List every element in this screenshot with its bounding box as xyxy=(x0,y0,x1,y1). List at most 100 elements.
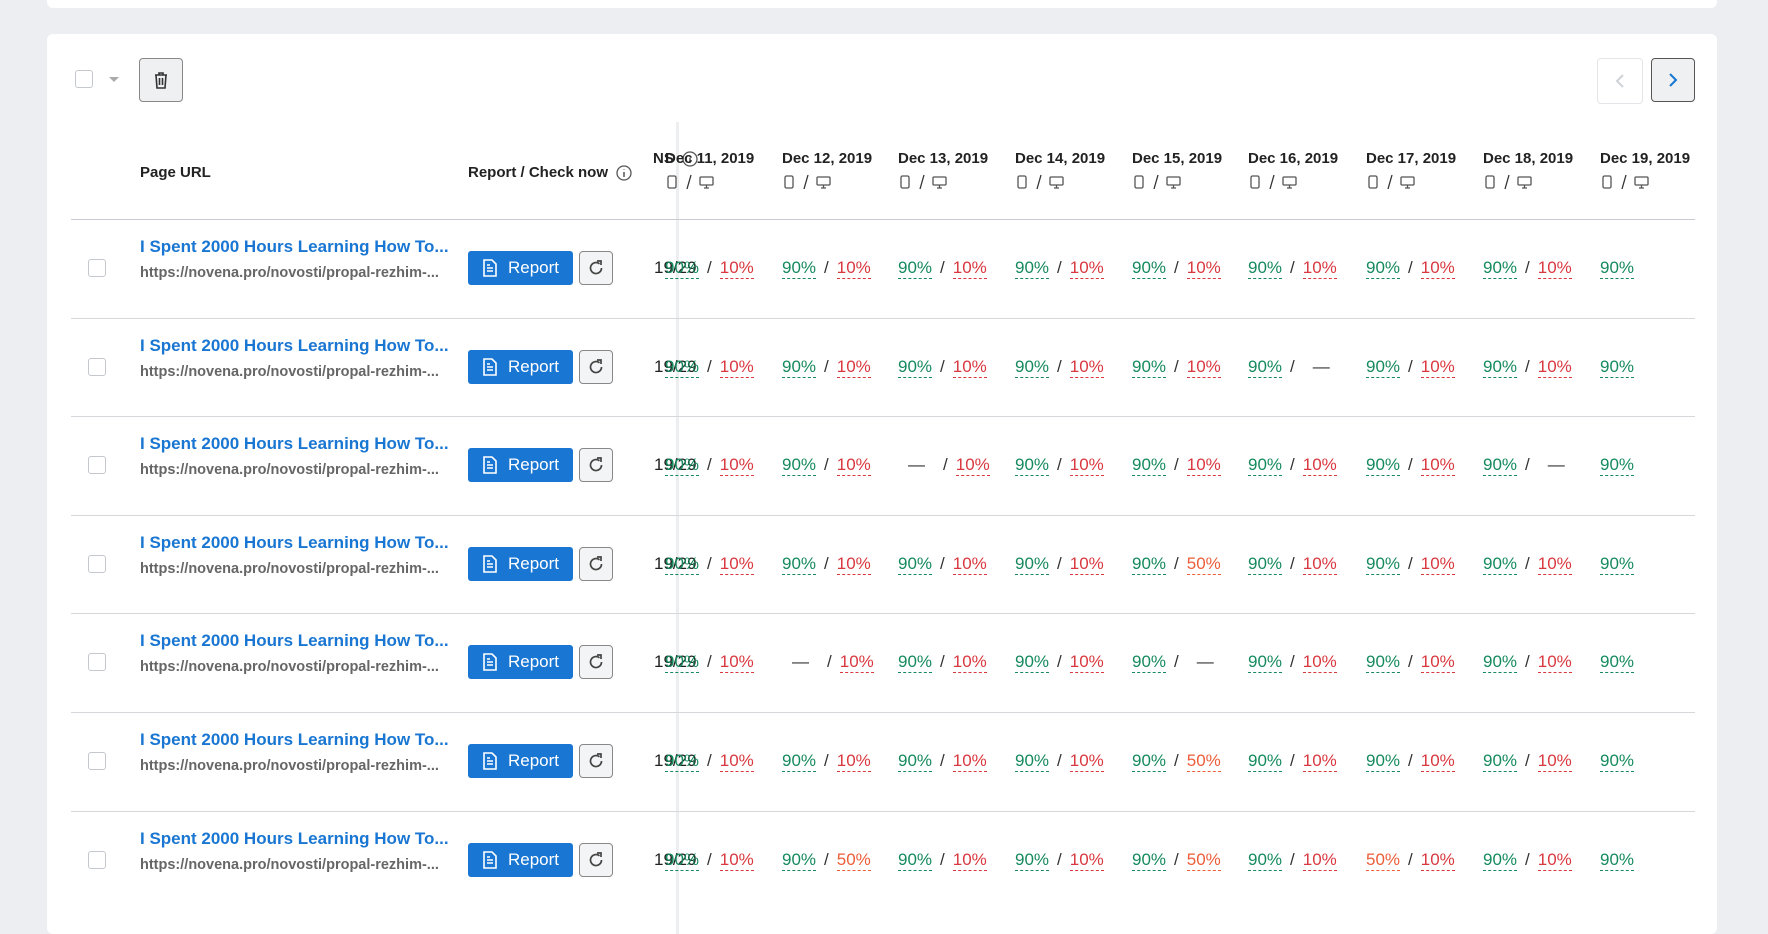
row-separator xyxy=(71,810,1695,812)
desktop-score: 10% xyxy=(1069,356,1104,378)
mobile-score: 90% xyxy=(1015,849,1050,871)
report-button-text: Report xyxy=(508,652,560,672)
row-checkbox[interactable] xyxy=(88,653,106,672)
separator: / xyxy=(1057,652,1062,672)
page-title[interactable]: I Spent 2000 Hours Learning How To... xyxy=(140,335,449,355)
report-button[interactable]: Report xyxy=(468,546,574,581)
mobile-score: 90% xyxy=(1132,258,1167,279)
page-title[interactable]: I Spent 2000 Hours Learning How To... xyxy=(140,434,449,454)
separator: / xyxy=(1174,356,1179,376)
mobile-score: 90% xyxy=(1015,553,1050,575)
row-checkbox[interactable] xyxy=(88,259,106,277)
score-cell: 90% / — xyxy=(1483,455,1575,477)
mobile-score: 90% xyxy=(782,553,817,575)
desktop-score: 10% xyxy=(836,553,871,575)
mobile-score: 90% xyxy=(1248,751,1283,772)
mobile-score: 90% xyxy=(1366,258,1401,279)
desktop-score: 10% xyxy=(1420,849,1455,871)
desktop-score: 10% xyxy=(1302,751,1337,772)
check-now-button[interactable] xyxy=(579,546,613,581)
separator: / xyxy=(1525,652,1530,672)
separator: / xyxy=(1525,356,1530,376)
separator: / xyxy=(707,751,712,770)
row-checkbox[interactable] xyxy=(88,357,106,376)
score-cell: 90% / 50% xyxy=(1132,751,1221,772)
header-date: Dec 12, 2019 xyxy=(782,150,873,167)
page-title[interactable]: I Spent 2000 Hours Learning How To... xyxy=(140,730,449,749)
ns-value: 19/29 xyxy=(654,849,697,869)
score-cell: 90% / 10% xyxy=(665,751,754,772)
score-cell: — / 10% xyxy=(898,455,990,477)
desktop-score: 50% xyxy=(836,849,871,871)
report-button-text: Report xyxy=(508,849,560,869)
page-title[interactable]: I Spent 2000 Hours Learning How To... xyxy=(140,532,449,552)
score-cell: 90% / 10% xyxy=(1483,751,1572,772)
score-cell: 90% / 10% xyxy=(1483,652,1572,674)
check-now-button[interactable] xyxy=(579,645,613,680)
report-button[interactable]: Report xyxy=(468,448,574,483)
desktop-score: 10% xyxy=(1302,258,1337,279)
prev-button[interactable] xyxy=(1597,58,1643,104)
report-button[interactable]: Report xyxy=(468,349,574,384)
device-icons xyxy=(1600,174,1664,195)
check-now-button[interactable] xyxy=(579,842,613,877)
score-cell: 90% / 10% xyxy=(1366,751,1455,772)
next-button[interactable] xyxy=(1651,58,1695,102)
select-dropdown[interactable] xyxy=(108,76,120,84)
desktop-score: 10% xyxy=(1302,553,1337,575)
score-cell: 90% / 10% xyxy=(1366,455,1455,477)
mobile-score: 90% xyxy=(1015,751,1050,772)
mobile-score: 90% xyxy=(782,356,817,378)
header-date: Dec 14, 2019 xyxy=(1015,150,1106,167)
score-cell: 90% / — xyxy=(1248,357,1340,378)
separator: / xyxy=(940,553,945,573)
row-checkbox[interactable] xyxy=(88,752,106,770)
separator: / xyxy=(707,652,712,672)
desktop-score: 10% xyxy=(1069,652,1104,674)
mobile-score: 90% xyxy=(665,258,700,279)
mobile-score: 90% xyxy=(1483,455,1518,477)
page-url: https://novena.pro/novosti/propal-rezhim… xyxy=(140,659,439,676)
mobile-score: 90% xyxy=(898,751,933,772)
score-cell: 90% / 10% xyxy=(1015,258,1104,279)
report-button[interactable]: Report xyxy=(468,645,574,680)
separator: / xyxy=(1290,849,1295,869)
page-title[interactable]: I Spent 2000 Hours Learning How To... xyxy=(140,828,449,848)
score-cell: 90% / 10% xyxy=(1132,357,1221,378)
page-title[interactable]: I Spent 2000 Hours Learning How To... xyxy=(140,631,449,651)
score-cell: 90% / 10% xyxy=(1483,258,1572,279)
check-now-button[interactable] xyxy=(579,744,613,778)
header-ns-text: NS xyxy=(653,150,674,167)
separator: / xyxy=(1290,751,1295,770)
delete-button[interactable] xyxy=(139,58,183,102)
mobile-score: 90% xyxy=(782,258,817,279)
report-button[interactable]: Report xyxy=(468,744,574,778)
separator: / xyxy=(940,751,945,770)
separator: / xyxy=(827,652,832,672)
separator: / xyxy=(1408,258,1413,277)
page-title[interactable]: I Spent 2000 Hours Learning How To... xyxy=(140,237,449,256)
ns-value: 19/29 xyxy=(654,652,697,672)
mobile-score: 90% xyxy=(1015,356,1050,378)
desktop-score: 10% xyxy=(952,652,987,674)
check-now-button[interactable] xyxy=(579,448,613,483)
score-cell: 90% xyxy=(1600,652,1635,674)
report-button[interactable]: Report xyxy=(468,251,574,285)
row-checkbox[interactable] xyxy=(88,554,106,573)
separator: / xyxy=(1057,258,1062,277)
report-button[interactable]: Report xyxy=(468,842,574,877)
score-cell: 90% xyxy=(1600,751,1635,772)
row-checkbox[interactable] xyxy=(88,456,106,475)
score-cell: 90% / 10% xyxy=(1248,554,1337,575)
select-all-checkbox[interactable] xyxy=(75,70,93,88)
report-button-text: Report xyxy=(508,356,560,376)
page-url: https://novena.pro/novosti/propal-rezhim… xyxy=(140,758,439,774)
row-separator xyxy=(71,613,1695,615)
mobile-score: 50% xyxy=(1366,849,1401,871)
desktop-score: 50% xyxy=(1186,751,1221,772)
check-now-button[interactable] xyxy=(579,251,613,285)
mobile-score: 90% xyxy=(1248,356,1283,378)
row-checkbox[interactable] xyxy=(88,850,106,869)
check-now-button[interactable] xyxy=(579,349,613,384)
separator: / xyxy=(824,356,829,376)
